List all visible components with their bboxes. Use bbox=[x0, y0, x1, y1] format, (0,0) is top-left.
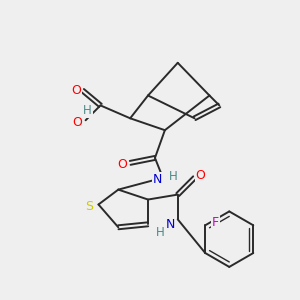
Text: S: S bbox=[85, 200, 94, 213]
Text: H: H bbox=[155, 226, 164, 239]
Text: N: N bbox=[153, 173, 163, 186]
Text: H: H bbox=[83, 104, 92, 117]
Text: N: N bbox=[166, 218, 176, 231]
Text: O: O bbox=[196, 169, 206, 182]
Text: O: O bbox=[117, 158, 127, 171]
Text: H: H bbox=[168, 170, 177, 183]
Text: F: F bbox=[212, 216, 219, 229]
Text: O: O bbox=[71, 84, 81, 97]
Text: O: O bbox=[73, 116, 82, 129]
